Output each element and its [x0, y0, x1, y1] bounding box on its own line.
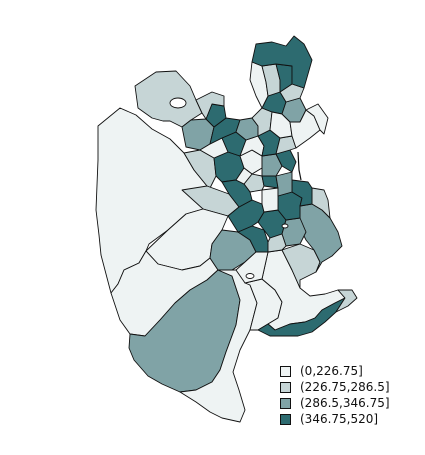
region-city-south-9: [261, 187, 279, 213]
region-northwest: [134, 70, 203, 128]
region-southeast: [257, 297, 346, 337]
legend-label-4: (346.75,520]: [300, 412, 379, 426]
region-west: [95, 107, 208, 294]
map-hole-south: [245, 273, 255, 279]
region-city-center-9: [275, 171, 293, 197]
legend-swatch-4: [280, 413, 291, 425]
legend-item-3: (286.5,346.75]: [280, 395, 420, 411]
region-north-tip: [251, 35, 313, 89]
region-city-center-8: [261, 175, 279, 189]
region-southeast-coast: [335, 289, 358, 313]
legend-label-2: (226.75,286.5]: [300, 380, 390, 394]
legend-swatch-2: [280, 381, 291, 393]
map-hole-north: [169, 97, 187, 109]
legend-label-1: (0,226.75]: [300, 364, 363, 378]
legend-swatch-3: [280, 397, 291, 409]
region-city-south-7: [227, 199, 265, 233]
legend-item-4: (346.75,520]: [280, 411, 420, 427]
region-city-center-7: [235, 167, 253, 185]
river-line-east: [297, 151, 302, 181]
region-city-south-6: [267, 233, 287, 253]
legend-label-3: (286.5,346.75]: [300, 396, 390, 410]
legend-swatch-1: [280, 365, 291, 377]
region-north-corridor-6: [305, 103, 329, 135]
region-city-south-10: [291, 179, 313, 207]
legend-item-1: (0,226.75]: [280, 363, 420, 379]
legend-item-2: (226.75,286.5]: [280, 379, 420, 395]
legend: (0,226.75] (226.75,286.5] (286.5,346.75]…: [280, 363, 420, 427]
region-city-center-18: [195, 91, 225, 120]
map-hole-central: [281, 223, 289, 229]
